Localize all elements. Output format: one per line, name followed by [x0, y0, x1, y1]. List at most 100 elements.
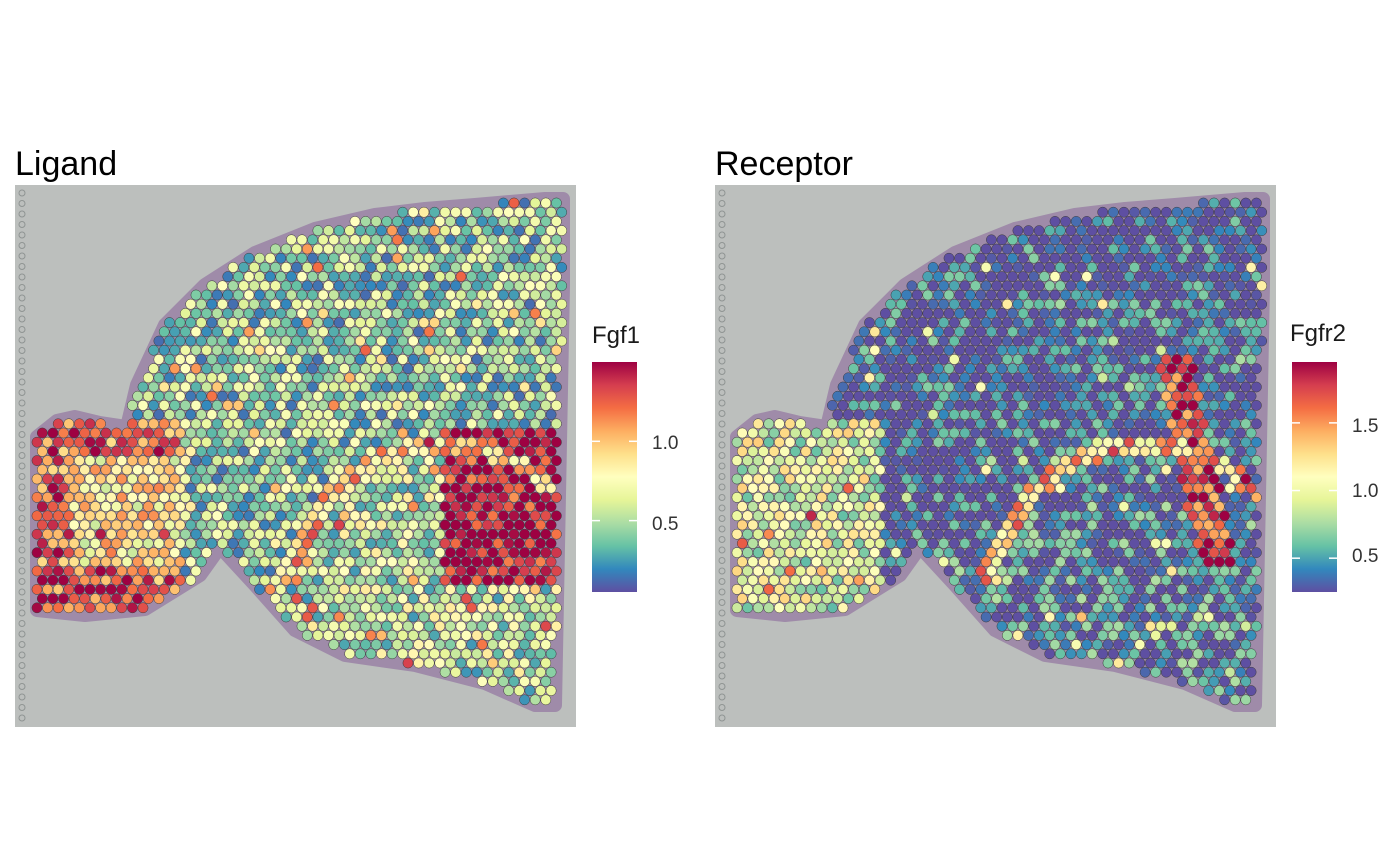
expression-spot — [323, 317, 334, 328]
expression-spot — [551, 510, 562, 522]
expression-spot — [556, 298, 568, 310]
expression-spot — [376, 574, 387, 586]
expression-spot — [832, 519, 844, 531]
expression-spot — [1160, 630, 1172, 641]
expression-spot — [455, 271, 467, 282]
expression-spot — [471, 593, 483, 604]
expression-spot — [1145, 510, 1156, 522]
expression-spot — [1245, 372, 1257, 384]
expression-spot — [492, 390, 504, 402]
expression-spot — [164, 446, 175, 457]
expression-spot — [1145, 657, 1156, 669]
expression-spot — [180, 400, 191, 411]
expression-spot — [1176, 455, 1188, 466]
expression-spot — [1245, 574, 1257, 586]
expression-spot — [1028, 602, 1040, 614]
expression-spot — [180, 344, 191, 356]
expression-spot — [487, 271, 499, 282]
expression-spot — [869, 584, 881, 595]
expression-spot — [445, 308, 456, 319]
expression-spot — [370, 455, 382, 466]
expression-spot — [556, 243, 568, 255]
expression-spot — [1065, 280, 1077, 292]
expression-spot — [211, 473, 223, 485]
expression-spot — [1054, 519, 1066, 531]
expression-spot — [1208, 455, 1220, 466]
expression-spot — [264, 418, 276, 430]
expression-spot — [1054, 243, 1066, 255]
expression-spot — [492, 446, 504, 457]
expression-spot — [811, 574, 822, 586]
expression-spot — [837, 455, 849, 466]
expression-spot — [100, 574, 112, 586]
expression-spot — [158, 455, 170, 466]
expression-spot — [95, 528, 106, 540]
expression-spot — [79, 556, 91, 568]
expression-spot — [991, 574, 1003, 586]
expression-spot — [354, 317, 366, 328]
expression-spot — [407, 262, 419, 273]
expression-spot — [1049, 620, 1061, 632]
expression-spot — [736, 482, 748, 494]
expression-spot — [392, 510, 403, 522]
expression-spot — [1086, 225, 1098, 236]
expression-spot — [1155, 344, 1167, 356]
expression-spot — [752, 565, 764, 577]
expression-spot — [243, 528, 255, 540]
expression-spot — [1213, 464, 1225, 476]
expression-spot — [1150, 630, 1162, 641]
expression-spot — [434, 473, 446, 485]
expression-spot — [551, 473, 562, 485]
expression-spot — [970, 464, 981, 476]
expression-spot — [1240, 216, 1252, 227]
expression-spot — [1145, 584, 1156, 595]
expression-spot — [84, 510, 96, 522]
expression-spot — [1198, 197, 1209, 209]
expression-spot — [970, 243, 981, 255]
expression-spot — [991, 482, 1003, 494]
expression-spot — [848, 528, 859, 540]
expression-spot — [137, 584, 149, 595]
fiducial-marker — [718, 483, 726, 491]
fiducial-marker — [718, 420, 726, 428]
expression-spot — [1176, 492, 1188, 503]
expression-spot — [52, 418, 64, 430]
expression-spot — [275, 252, 287, 264]
expression-spot — [349, 436, 361, 448]
expression-spot — [476, 436, 488, 448]
expression-spot — [519, 657, 530, 669]
expression-spot — [317, 308, 329, 319]
expression-spot — [551, 584, 562, 595]
expression-spot — [1203, 519, 1215, 531]
expression-spot — [434, 252, 446, 264]
expression-spot — [964, 326, 976, 338]
expression-spot — [1171, 335, 1183, 347]
expression-spot — [508, 400, 520, 411]
expression-spot — [254, 528, 265, 540]
expression-spot — [1118, 206, 1130, 218]
expression-spot — [827, 400, 838, 411]
expression-spot — [354, 409, 366, 420]
expression-spot — [360, 234, 371, 246]
expression-spot — [482, 225, 493, 236]
expression-spot — [397, 501, 409, 512]
expression-spot — [1123, 363, 1135, 374]
expression-spot — [1203, 427, 1215, 439]
expression-spot — [333, 317, 345, 328]
expression-spot — [938, 335, 950, 347]
expression-spot — [1251, 418, 1262, 430]
expression-spot — [996, 547, 1008, 558]
expression-spot — [1219, 584, 1230, 595]
expression-spot — [1171, 280, 1183, 292]
expression-spot — [1198, 400, 1209, 411]
expression-spot — [333, 556, 345, 568]
expression-spot — [381, 363, 393, 374]
expression-spot — [1134, 363, 1146, 374]
expression-spot — [1092, 620, 1103, 632]
expression-spot — [439, 427, 451, 439]
expression-spot — [970, 354, 981, 365]
expression-spot — [323, 464, 334, 476]
expression-spot — [365, 501, 377, 512]
expression-spot — [1145, 492, 1156, 503]
expression-spot — [1076, 556, 1087, 568]
